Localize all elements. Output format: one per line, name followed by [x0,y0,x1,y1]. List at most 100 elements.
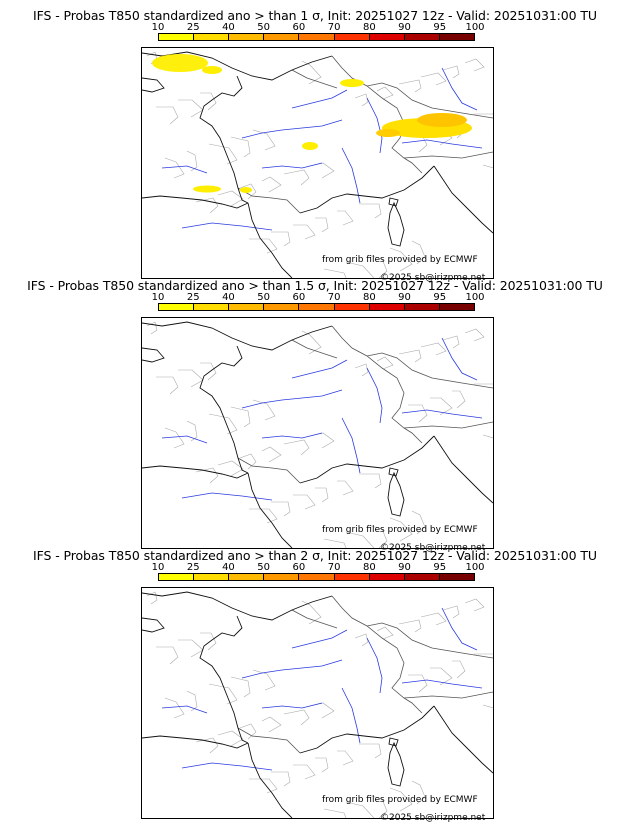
colorbar-tick-label: 50 [257,562,271,573]
colorbar-tick-label: 80 [362,22,376,33]
coastline [199,75,249,204]
admin-boundary [359,203,382,219]
coastline [142,51,333,81]
colorbar-tick-label: 100 [465,292,485,303]
admin-boundary [452,390,466,409]
colorbar-segment [299,304,335,310]
admin-boundary [367,254,388,278]
colorbar-segment [159,574,195,580]
admin-boundary [164,427,185,449]
coastline [388,467,399,477]
admin-boundary [474,383,493,401]
admin-boundary [411,240,426,265]
admin-boundary [389,787,413,812]
river [291,359,348,379]
coastline [433,435,493,504]
coastline [299,705,435,754]
admin-boundary [217,460,244,477]
country-border [403,691,493,699]
map-area [141,587,494,819]
colorbar-tick-label: 70 [327,562,341,573]
colorbar-segment [229,574,265,580]
admin-boundary [305,432,335,449]
colorbar-tick-label: 60 [292,292,306,303]
admin-boundary [305,162,335,179]
river [241,659,343,679]
admin-boundary [359,743,382,759]
admin-boundary [208,143,238,165]
admin-boundary [354,633,369,647]
country-border [331,325,423,444]
admin-boundary [178,99,204,118]
coastline [433,705,493,774]
country-border [366,352,493,389]
colorbar-segment [229,34,265,40]
admin-boundary [261,176,282,193]
panel-title: IFS - Probas T850 standardized ano > tha… [27,278,603,293]
coastline [433,165,493,234]
colorbar-segment [299,34,335,40]
colorbar-segment [194,34,230,40]
colorbar-segment [334,574,370,580]
river [441,607,478,651]
admin-boundary [217,730,244,747]
admin-boundary [186,690,198,712]
coastline [299,165,435,214]
admin-boundary [239,723,257,740]
panel-title: IFS - Probas T850 standardized ano > tha… [33,548,597,563]
colorbar-tick-label: 90 [398,22,411,33]
admin-boundary [186,420,198,442]
admin-boundary [178,369,204,388]
admin-boundary [420,342,447,356]
colorbar-segment [369,304,405,310]
river [161,165,208,174]
river [161,435,208,444]
colorbar-segment [369,34,405,40]
admin-boundary [389,247,413,272]
copyright-credit: ©2025 sb@irizpme.net [380,813,486,823]
coastline [142,347,165,363]
admin-boundary [200,362,217,381]
river [261,432,323,439]
river [366,97,383,154]
admin-boundary [398,619,422,633]
admin-boundary [195,737,219,754]
colorbar-segment [439,34,474,40]
admin-boundary [337,480,354,496]
admin-boundary [398,349,422,363]
admin-boundary [293,764,316,780]
country-border [366,622,493,659]
river [241,389,343,409]
coastline [142,77,165,93]
admin-boundary [283,169,310,186]
colorbar-tick-label: 50 [257,22,271,33]
admin-boundary [156,376,179,395]
admin-boundary [271,231,291,247]
colorbar-tick-label: 80 [362,292,376,303]
colorbar [158,303,475,311]
colorbar-tick-label: 70 [327,22,341,33]
colorbar-segment [404,574,440,580]
colorbar-tick-label: 90 [398,562,411,573]
coastline [199,345,249,474]
coastline [299,435,435,484]
coastline [247,472,293,548]
river [291,629,348,649]
admin-boundary [464,58,485,72]
admin-boundary [249,238,278,254]
admin-boundary [323,268,347,278]
admin-boundary [239,183,257,200]
colorbar [158,573,475,581]
colorbar-segment [264,304,300,310]
river [181,492,273,501]
river [291,89,348,109]
coastline [247,742,293,818]
coastline [142,465,249,479]
admin-boundary [354,93,369,107]
river [261,702,323,709]
colorbar-tick-label: 100 [465,562,485,573]
map-area [141,317,494,549]
colorbar-tick-labels: 10 25 40 50 60 70 80 90 95 100 [140,562,510,574]
country-border [366,82,493,119]
country-border [291,69,338,89]
